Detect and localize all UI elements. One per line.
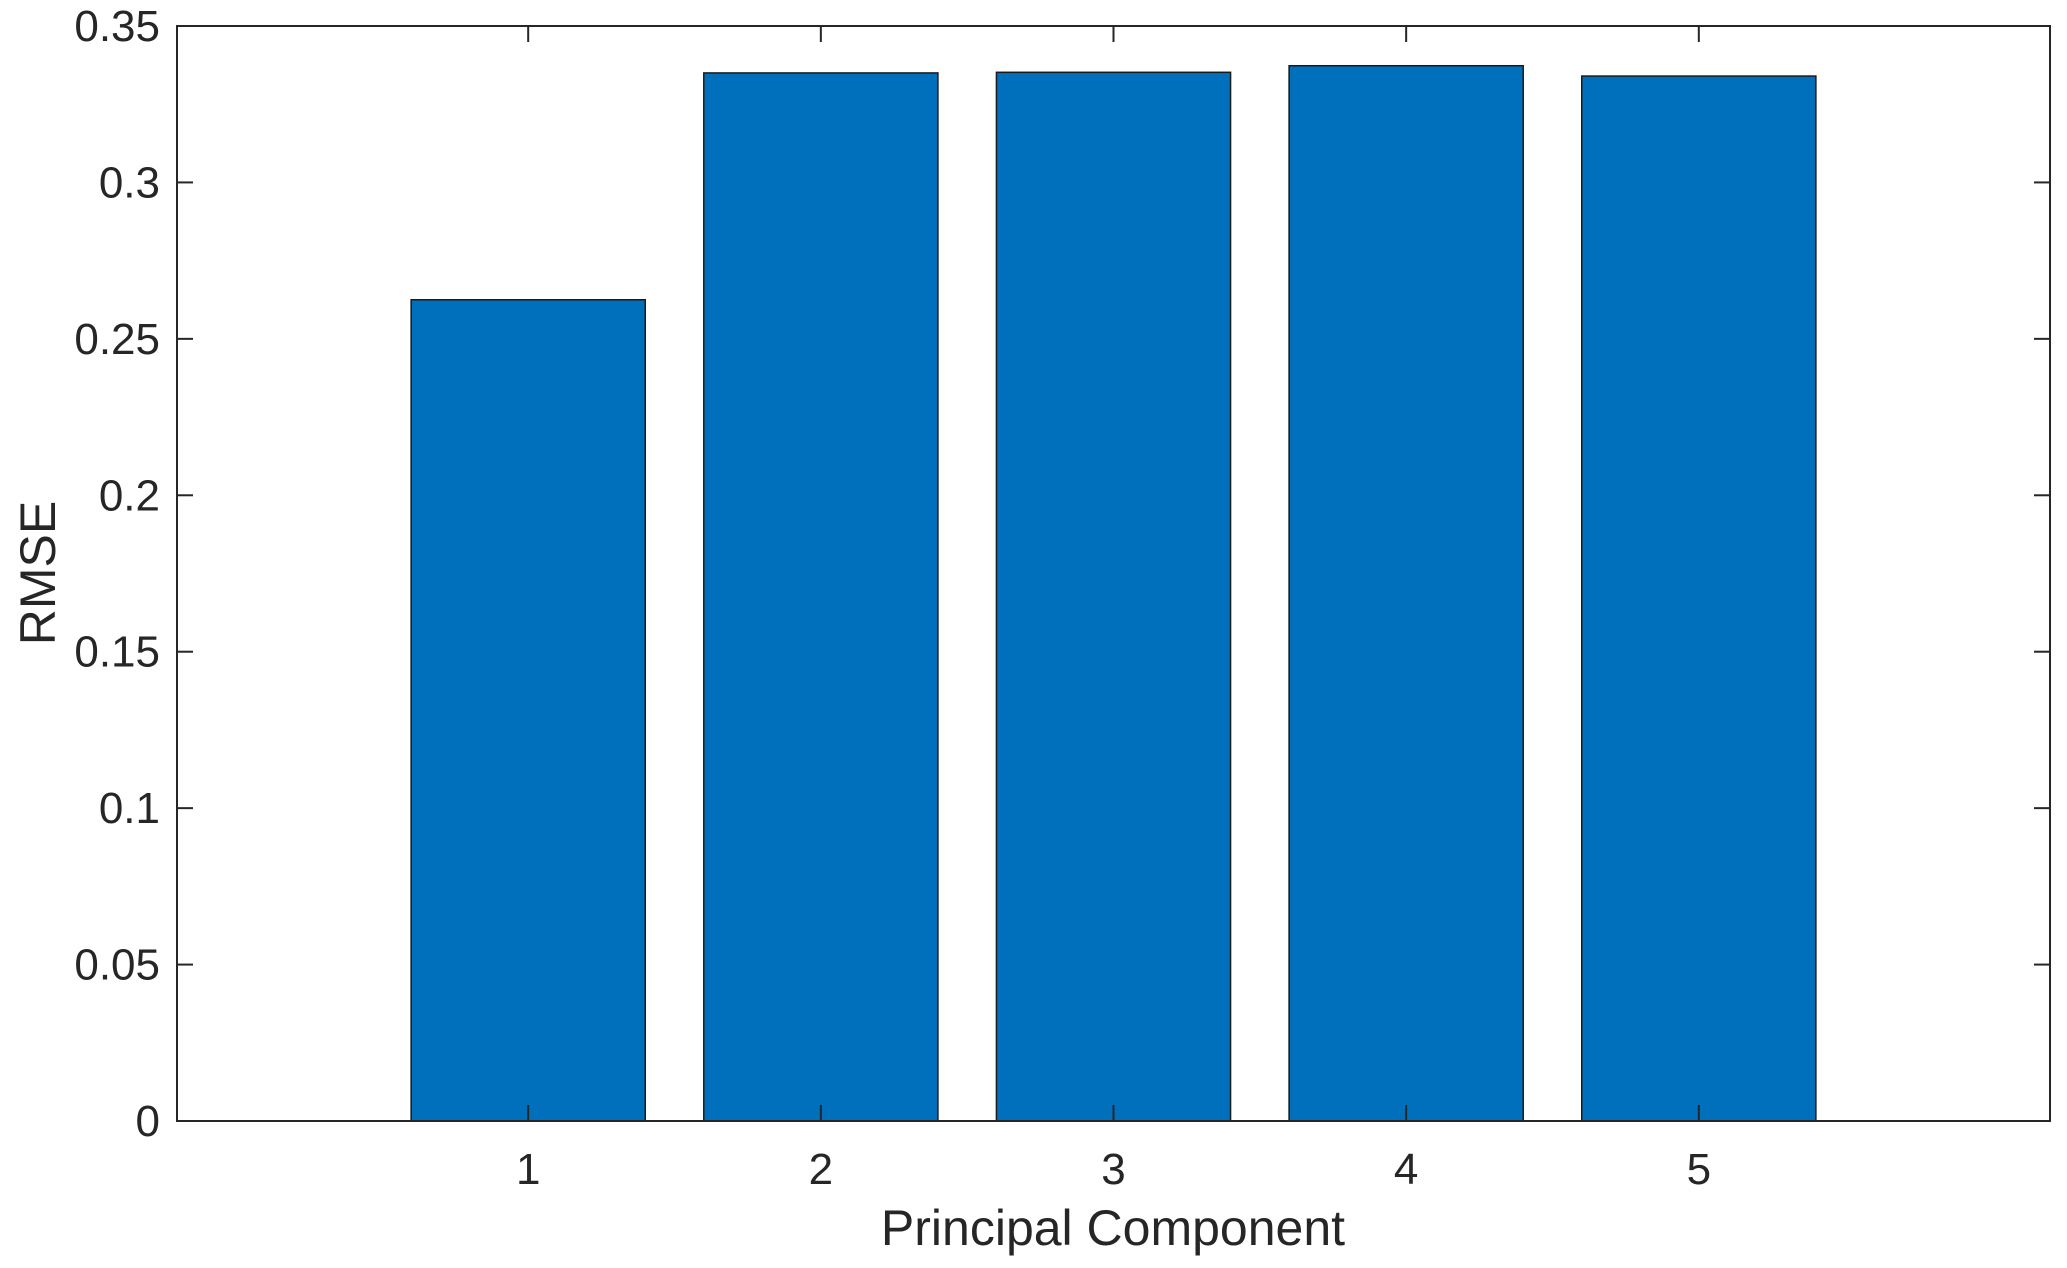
x-tick-label-5: 5	[1687, 1145, 1711, 1194]
y-tick-label-3: 0.15	[74, 628, 160, 677]
x-tick-label-4: 4	[1394, 1145, 1418, 1194]
bars-group	[410, 64, 1817, 1122]
x-axis-label: Principal Component	[881, 1200, 1345, 1256]
y-tick-label-4: 0.2	[99, 471, 160, 520]
y-tick-label-1: 0.05	[74, 941, 160, 990]
bar-5	[1581, 75, 1817, 1122]
y-tick-label-7: 0.35	[74, 2, 160, 51]
bar-2	[703, 72, 939, 1122]
bar-4	[1288, 64, 1524, 1122]
y-tick-label-2: 0.1	[99, 784, 160, 833]
x-tick-label-1: 1	[516, 1145, 540, 1194]
x-axis-ticks: 1 2 3 4 5	[516, 26, 1711, 1194]
x-tick-label-3: 3	[1101, 1145, 1125, 1194]
y-tick-label-0: 0	[136, 1097, 160, 1146]
y-axis-ticks: 0 0.05 0.1 0.15 0.2 0.25 0.3 0.35	[74, 2, 2050, 1146]
bar-1	[410, 299, 646, 1122]
y-tick-label-5: 0.25	[74, 315, 160, 364]
x-tick-label-2: 2	[809, 1145, 833, 1194]
y-tick-label-6: 0.3	[99, 158, 160, 207]
plot-frame	[176, 25, 2051, 1122]
bar-3	[995, 71, 1232, 1122]
y-axis-label: RMSE	[10, 501, 66, 645]
